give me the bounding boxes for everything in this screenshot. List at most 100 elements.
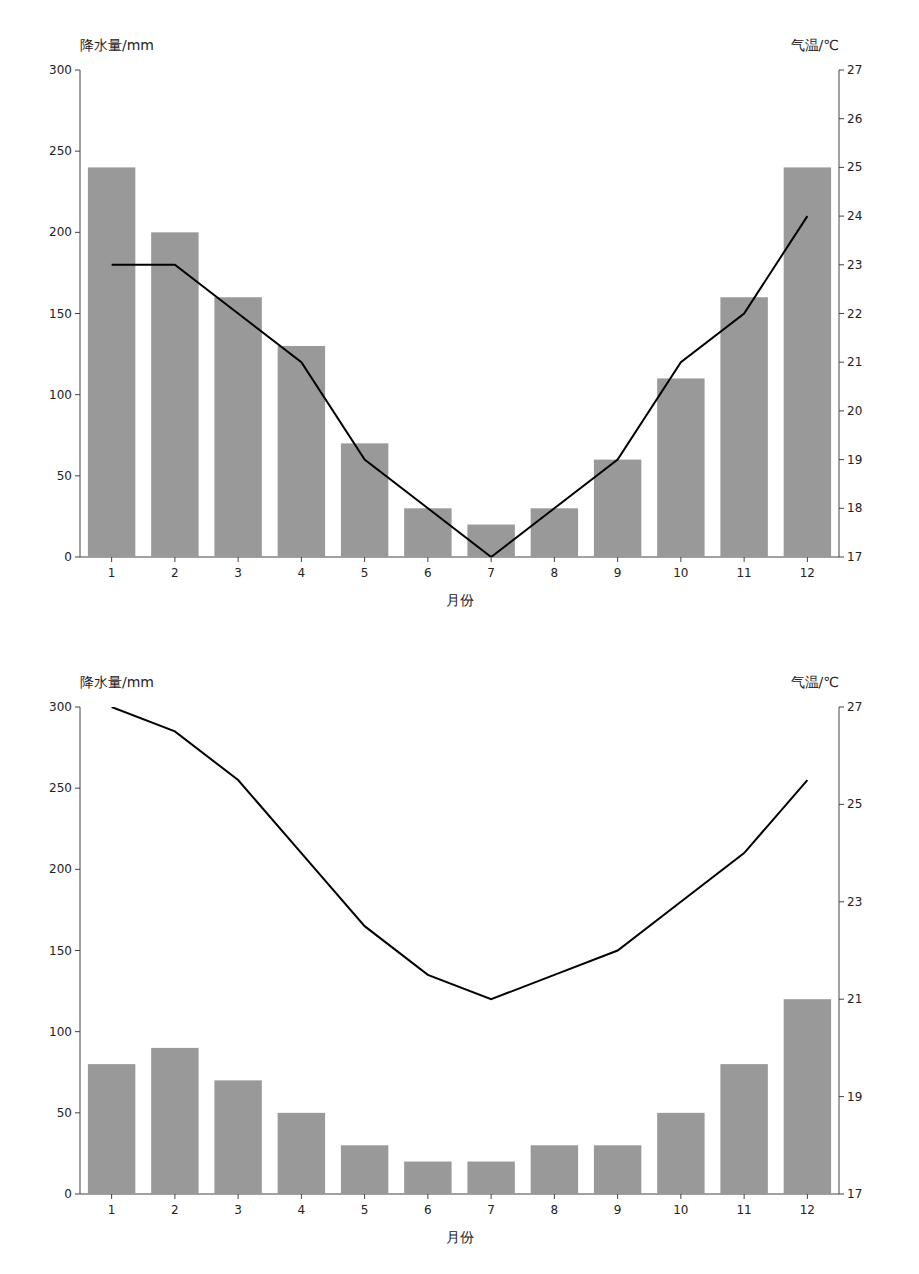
x-tick [680,1194,681,1199]
x-tick-label: 1 [108,566,116,580]
chart: 0501001502002503001718192021222324252627… [49,37,862,608]
y-tick [75,707,80,708]
bar [404,1162,451,1194]
x-tick-label: 11 [736,1203,751,1217]
x-tick [111,557,112,562]
y2-tick [839,707,844,708]
y2-axis-line [839,707,840,1194]
x-tick [491,1194,492,1199]
y-tick [75,70,80,71]
y2-tick-label: 18 [847,501,862,515]
x-tick [427,1194,428,1199]
y2-tick [839,459,844,460]
y-tick [75,869,80,870]
y2-tick [839,167,844,168]
bar [720,1064,767,1194]
y-tick [75,475,80,476]
bar [278,1113,325,1194]
x-tick [807,557,808,562]
x-tick-label: 9 [614,566,622,580]
y-tick-label: 50 [57,469,72,483]
y-tick [75,232,80,233]
y-tick-label: 0 [64,1187,72,1201]
y2-tick-label: 25 [847,797,862,811]
bar [404,508,451,557]
y2-tick-label: 25 [847,160,862,174]
x-tick-label: 5 [361,566,369,580]
y2-tick-label: 21 [847,992,862,1006]
line [112,216,808,557]
bar [278,346,325,557]
y-tick [75,313,80,314]
x-tick-label: 3 [234,1203,242,1217]
y-tick-label: 200 [49,862,72,876]
x-tick-label: 5 [361,1203,369,1217]
plot-area [88,167,831,557]
bar [88,167,135,557]
y-tick [75,950,80,951]
y-tick [75,1112,80,1113]
bar [784,167,831,557]
y-tick [75,394,80,395]
y2-tick [839,410,844,411]
y-tick-label: 300 [49,63,72,77]
chart: 0501001502002503001719212325271234567891… [49,674,862,1245]
bar [341,1145,388,1194]
y2-tick [839,1194,844,1195]
x-axis-label: 月份 [446,592,474,608]
y-tick-label: 0 [64,550,72,564]
x-tick [554,1194,555,1199]
x-tick [554,557,555,562]
x-tick [617,557,618,562]
y2-tick [839,264,844,265]
y2-tick-label: 24 [847,209,862,223]
y-tick [75,1031,80,1032]
page: 0501001502002503001718192021222324252627… [0,0,919,1274]
y2-tick [839,804,844,805]
y2-tick-label: 19 [847,453,862,467]
bar [467,525,514,557]
y-tick-label: 150 [49,307,72,321]
bar [531,1145,578,1194]
y2-tick [839,901,844,902]
x-tick [427,557,428,562]
y-tick-label: 300 [49,700,72,714]
y2-tick [839,362,844,363]
y2-tick [839,70,844,71]
y2-axis-label: 气温/℃ [791,674,839,690]
bar [151,232,198,557]
y-tick [75,1194,80,1195]
y-tick-label: 100 [49,388,72,402]
x-tick [174,557,175,562]
y-tick [75,151,80,152]
y2-tick [839,508,844,509]
x-tick [744,1194,745,1199]
x-tick-label: 12 [800,566,815,580]
x-tick [364,1194,365,1199]
x-tick-label: 1 [108,1203,116,1217]
x-tick [364,557,365,562]
y2-tick-label: 23 [847,895,862,909]
x-tick-label: 10 [673,1203,688,1217]
bar [214,1080,261,1194]
bar [657,1113,704,1194]
x-tick [238,557,239,562]
y2-tick-label: 17 [847,1187,862,1201]
x-tick-label: 6 [424,1203,432,1217]
bar [720,297,767,557]
y-tick-label: 150 [49,944,72,958]
y2-tick-label: 20 [847,404,862,418]
y2-tick [839,118,844,119]
y2-tick-label: 26 [847,112,862,126]
y2-tick [839,557,844,558]
y2-tick [839,999,844,1000]
y-tick-label: 200 [49,225,72,239]
bar [467,1162,514,1194]
x-tick [111,1194,112,1199]
x-tick-label: 10 [673,566,688,580]
x-tick [301,1194,302,1199]
x-tick-label: 2 [171,566,179,580]
bar [657,378,704,557]
y-tick [75,788,80,789]
bar [151,1048,198,1194]
